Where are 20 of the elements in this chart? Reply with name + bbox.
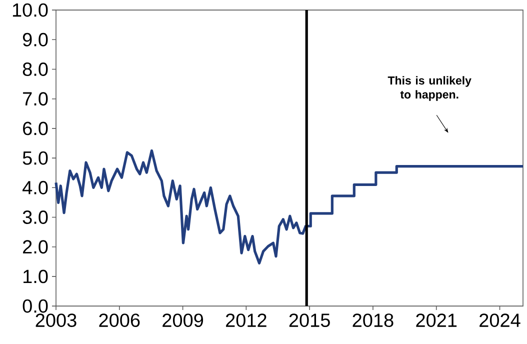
- y-tick-label: 0.0: [22, 299, 48, 313]
- y-tick-label: 7.0: [23, 92, 48, 106]
- x-tick-label: 2003: [36, 314, 76, 328]
- y-tick-label: 5.0: [22, 151, 48, 165]
- y-tick-label: 8.0: [22, 62, 48, 76]
- x-tick-label: 2018: [352, 314, 394, 328]
- y-tick-label: 10.0: [12, 3, 48, 17]
- y-tick-label: 4.0: [22, 180, 48, 194]
- annotation: This is unlikely to happen.: [388, 76, 472, 101]
- x-tick-label: 2009: [162, 314, 204, 328]
- y-tick-label: 6.0: [23, 122, 48, 136]
- x-tick-label: 2012: [226, 314, 266, 328]
- x-tick-label: 2024: [480, 314, 520, 328]
- x-tick-label: 2006: [99, 314, 140, 328]
- x-tick-label: 2015: [289, 314, 330, 328]
- x-tick-label: 2021: [416, 314, 457, 328]
- y-tick-label: 2.0: [23, 240, 48, 254]
- y-tick-label: 9.0: [22, 32, 48, 46]
- y-tick-label: 3.0: [22, 210, 48, 224]
- y-tick-label: 1.0: [24, 270, 48, 284]
